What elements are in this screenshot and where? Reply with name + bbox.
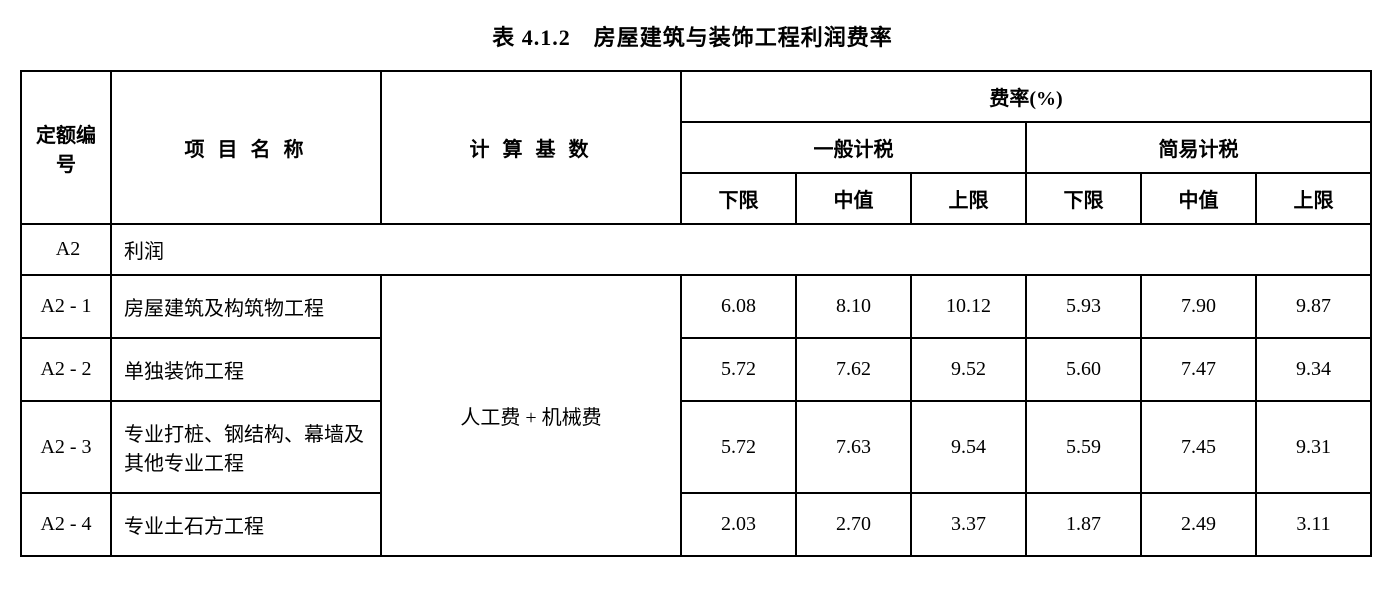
cell-general-upper: 9.52 xyxy=(911,338,1026,401)
rate-table: 定额编号 项 目 名 称 计 算 基 数 费率(%) 一般计税 简易计税 下限 … xyxy=(20,70,1372,557)
cell-general-lower: 6.08 xyxy=(681,275,796,338)
row-name: 房屋建筑及构筑物工程 xyxy=(111,275,381,338)
header-code: 定额编号 xyxy=(21,71,111,224)
cell-general-middle: 2.70 xyxy=(796,493,911,556)
row-name: 单独装饰工程 xyxy=(111,338,381,401)
table-title: 表 4.1.2 房屋建筑与装饰工程利润费率 xyxy=(20,20,1365,52)
cell-simple-lower: 1.87 xyxy=(1026,493,1141,556)
header-rate: 费率(%) xyxy=(681,71,1371,122)
header-row-1: 定额编号 项 目 名 称 计 算 基 数 费率(%) xyxy=(21,71,1371,122)
cell-general-lower: 5.72 xyxy=(681,338,796,401)
row-code: A2 - 2 xyxy=(21,338,111,401)
row-code: A2 - 3 xyxy=(21,401,111,493)
table-row: A2 - 2 单独装饰工程 5.72 7.62 9.52 5.60 7.47 9… xyxy=(21,338,1371,401)
row-name: 专业土石方工程 xyxy=(111,493,381,556)
header-simple-middle: 中值 xyxy=(1141,173,1256,224)
header-basis: 计 算 基 数 xyxy=(381,71,681,224)
cell-simple-upper: 9.87 xyxy=(1256,275,1371,338)
cell-general-lower: 5.72 xyxy=(681,401,796,493)
cell-simple-lower: 5.60 xyxy=(1026,338,1141,401)
header-simple-lower: 下限 xyxy=(1026,173,1141,224)
table-row: A2 - 4 专业土石方工程 2.03 2.70 3.37 1.87 2.49 … xyxy=(21,493,1371,556)
cell-simple-middle: 2.49 xyxy=(1141,493,1256,556)
header-general: 一般计税 xyxy=(681,122,1026,173)
cell-simple-middle: 7.45 xyxy=(1141,401,1256,493)
header-general-upper: 上限 xyxy=(911,173,1026,224)
section-row: A2 利润 xyxy=(21,224,1371,275)
cell-simple-lower: 5.59 xyxy=(1026,401,1141,493)
section-label: 利润 xyxy=(111,224,1371,275)
row-code: A2 - 1 xyxy=(21,275,111,338)
header-simple: 简易计税 xyxy=(1026,122,1371,173)
row-code: A2 - 4 xyxy=(21,493,111,556)
cell-simple-lower: 5.93 xyxy=(1026,275,1141,338)
cell-general-upper: 9.54 xyxy=(911,401,1026,493)
cell-simple-upper: 9.34 xyxy=(1256,338,1371,401)
table-row: A2 - 3 专业打桩、钢结构、幕墙及其他专业工程 5.72 7.63 9.54… xyxy=(21,401,1371,493)
header-name: 项 目 名 称 xyxy=(111,71,381,224)
cell-general-middle: 8.10 xyxy=(796,275,911,338)
cell-simple-middle: 7.90 xyxy=(1141,275,1256,338)
header-simple-upper: 上限 xyxy=(1256,173,1371,224)
cell-general-middle: 7.62 xyxy=(796,338,911,401)
cell-simple-upper: 3.11 xyxy=(1256,493,1371,556)
header-general-middle: 中值 xyxy=(796,173,911,224)
basis-cell: 人工费 + 机械费 xyxy=(381,275,681,556)
section-code: A2 xyxy=(21,224,111,275)
cell-general-upper: 3.37 xyxy=(911,493,1026,556)
cell-general-upper: 10.12 xyxy=(911,275,1026,338)
cell-general-lower: 2.03 xyxy=(681,493,796,556)
row-name: 专业打桩、钢结构、幕墙及其他专业工程 xyxy=(111,401,381,493)
header-general-lower: 下限 xyxy=(681,173,796,224)
cell-general-middle: 7.63 xyxy=(796,401,911,493)
cell-simple-middle: 7.47 xyxy=(1141,338,1256,401)
table-row: A2 - 1 房屋建筑及构筑物工程 人工费 + 机械费 6.08 8.10 10… xyxy=(21,275,1371,338)
cell-simple-upper: 9.31 xyxy=(1256,401,1371,493)
